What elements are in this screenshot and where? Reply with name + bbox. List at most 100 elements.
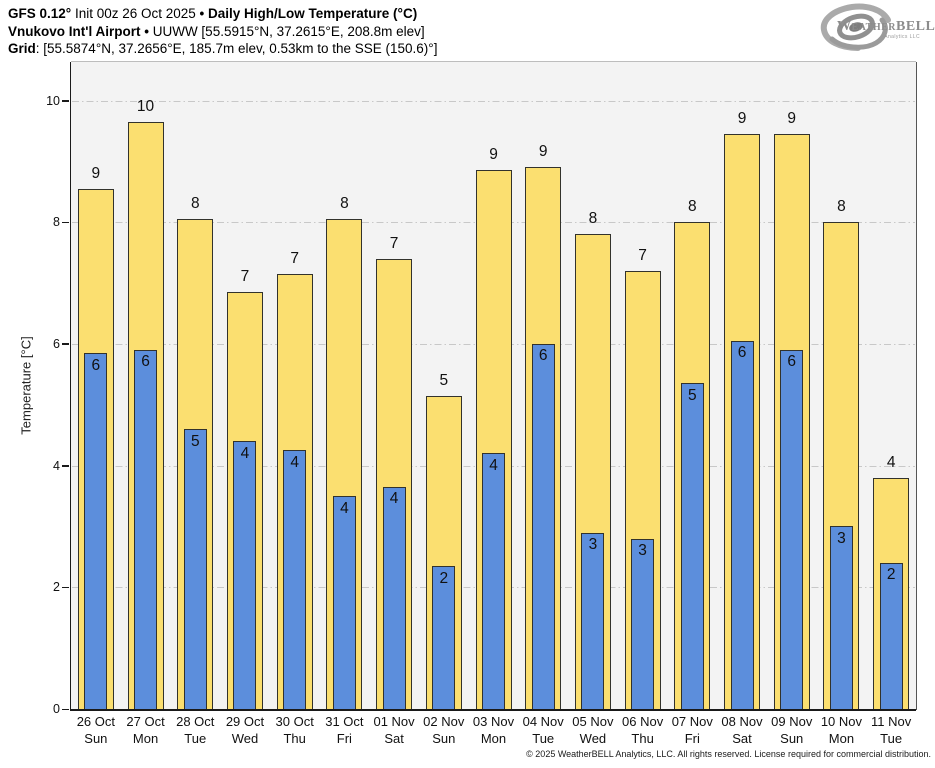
low-value-label: 3 [588,536,598,554]
x-tick-label: 27 Oct Mon [126,714,165,746]
right-spine [916,62,918,710]
x-tick-label: 26 Oct Sun [76,714,115,746]
x-tick-label: 07 Nov Fri [671,714,713,746]
bar-low [432,566,456,710]
weatherbell-logo: WeatherBELL Analytics LLC [816,3,935,57]
y-tick-label-2: 2 [53,580,60,595]
logo-brand-text: WeatherBELL [837,19,935,34]
grid-label: Grid [8,41,36,56]
low-value-label: 2 [886,566,896,584]
top-spine [71,61,916,62]
bar-low [631,538,655,710]
grid-line-10 [72,100,915,102]
bullet-separator: • [199,6,209,21]
x-tick-label: 29 Oct Wed [225,714,265,746]
bar-low [84,353,108,710]
low-value-label: 4 [389,490,399,508]
high-value-label: 8 [190,195,200,213]
header-line-model: GFS 0.12° Init 00z 26 Oct 2025 • Daily H… [8,5,437,23]
bar-low [183,429,207,710]
grid-coords: : [55.5874°N, 37.2656°E, 185.7m elev, 0.… [35,41,438,56]
bar-low [680,383,704,710]
high-value-label: 8 [688,198,697,216]
low-value-label: 6 [538,347,548,365]
y-tick-mark-2 [62,586,69,589]
logo-sub-text: Analytics LLC [884,34,920,40]
y-axis-line [69,62,71,710]
x-tick-label: 06 Nov Thu [622,714,664,746]
plot-area: 9 6 26 Oct Sun 10 6 27 Oct Mon 8 5 28 Oct Tue 7 4 2… [71,62,916,746]
high-value-label: 8 [340,195,349,213]
bar-low [233,441,257,710]
high-value-label: 5 [439,371,449,389]
low-value-label: 2 [439,569,449,587]
bar-low [879,562,903,710]
high-value-label: 8 [588,210,598,228]
header-line-station: Vnukovo Int'l Airport • UUWW [55.5915°N,… [8,23,437,41]
y-tick-mark-6 [62,343,69,345]
x-tick-label: 31 Oct Fri [325,714,364,746]
copyright-notice: © 2025 WeatherBELL Analytics, LLC. All r… [526,749,931,759]
bar-low [829,526,853,710]
low-value-label: 4 [340,499,349,517]
x-tick-label: 08 Nov Sat [721,714,763,746]
low-value-label: 6 [91,356,101,374]
high-value-label: 9 [489,146,498,164]
bar-low [482,453,505,710]
y-tick-label-0: 0 [53,702,60,716]
low-value-label: 5 [190,432,200,450]
high-value-label: 9 [91,164,101,182]
low-value-label: 5 [688,386,697,404]
y-tick-mark-10 [62,100,69,102]
high-value-label: 9 [787,109,797,127]
y-tick-label-6: 6 [53,336,60,351]
bar-low [283,450,307,710]
high-value-label: 9 [737,109,747,127]
chart-title: Daily High/Low Temperature (°C) [208,6,418,21]
x-tick-label: 01 Nov Sat [373,714,415,746]
x-tick-label: 11 Nov Tue [871,714,912,746]
header-line-grid: Grid: [55.5874°N, 37.2656°E, 185.7m elev… [8,40,437,58]
x-tick-label: 09 Nov Sun [771,714,813,746]
high-value-label: 7 [290,249,299,267]
y-tick-mark-4 [62,465,69,467]
y-tick-label-8: 8 [53,215,60,230]
high-value-label: 8 [837,198,846,216]
low-value-label: 6 [787,353,797,371]
low-value-label: 3 [638,542,647,560]
x-tick-label: 10 Nov Mon [820,714,863,746]
model-name: GFS 0.12° [8,6,72,21]
high-value-label: 9 [538,143,548,161]
high-value-label: 10 [136,97,155,115]
y-tick-label-10: 10 [46,93,60,108]
high-value-label: 7 [389,234,399,252]
low-value-label: 4 [290,453,299,471]
y-tick-mark-8 [62,221,69,224]
bar-low [382,486,406,710]
low-value-label: 3 [837,529,846,547]
x-tick-label: 02 Nov Sun [423,714,465,746]
x-tick-label: 30 Oct Thu [275,714,314,746]
low-value-label: 4 [489,456,498,474]
bar-low [581,532,605,710]
x-tick-label: 28 Oct Tue [176,714,215,746]
high-value-label: 7 [240,268,250,286]
bullet-separator: • [140,23,153,39]
bar-low [531,343,555,710]
init-time: Init 00z 26 Oct 2025 [71,6,200,21]
y-tick-mark-0 [62,708,69,710]
low-value-label: 6 [737,344,747,362]
x-axis-line [69,709,916,711]
bar-low [780,349,804,710]
y-tick-label-4: 4 [53,458,60,473]
station-name: Vnukovo Int'l Airport [8,23,141,39]
low-value-label: 6 [141,353,150,371]
bar-low [730,340,754,710]
low-value-label: 4 [240,444,250,462]
high-value-label: 7 [638,246,647,264]
chart-header: GFS 0.12° Init 00z 26 Oct 2025 • Daily H… [8,5,437,58]
bar-low [332,496,356,710]
station-coords: UUWW [55.5915°N, 37.2615°E, 208.8m elev] [152,23,425,39]
y-axis-title: Temperature [°C] [18,336,34,435]
